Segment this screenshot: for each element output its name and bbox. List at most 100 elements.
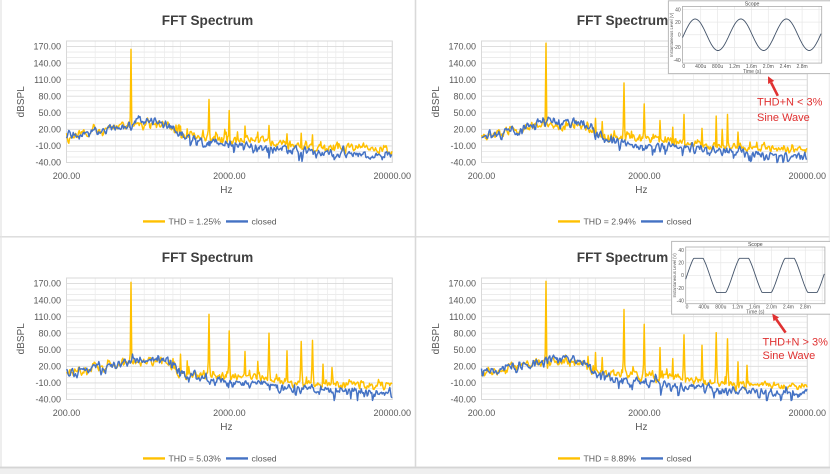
svg-text:-10.00: -10.00 [450, 141, 476, 151]
svg-text:1.2m: 1.2m [729, 64, 740, 70]
svg-text:20: 20 [678, 261, 684, 267]
svg-text:THD = 5.03%: THD = 5.03% [169, 454, 222, 464]
svg-text:2.8m: 2.8m [797, 64, 808, 70]
svg-text:140.00: 140.00 [33, 58, 61, 68]
svg-text:THD = 2.94%: THD = 2.94% [584, 217, 637, 227]
svg-text:closed: closed [252, 217, 277, 227]
svg-text:20.00: 20.00 [38, 362, 61, 372]
svg-text:Scope: Scope [745, 1, 760, 7]
svg-text:Hz: Hz [220, 422, 232, 433]
svg-text:400u: 400u [698, 305, 709, 311]
svg-text:800u: 800u [715, 305, 726, 311]
svg-text:-40.00: -40.00 [35, 158, 61, 168]
svg-text:2.4m: 2.4m [780, 64, 791, 70]
svg-text:THD = 1.25%: THD = 1.25% [169, 217, 222, 227]
svg-text:20000.00: 20000.00 [374, 408, 412, 418]
svg-text:0: 0 [678, 33, 681, 39]
svg-text:40: 40 [678, 248, 684, 254]
svg-text:20.00: 20.00 [453, 125, 476, 135]
svg-text:20.00: 20.00 [38, 125, 61, 135]
svg-text:Scope: Scope [748, 242, 763, 248]
svg-text:170.00: 170.00 [33, 279, 61, 289]
svg-text:200.00: 200.00 [468, 171, 496, 181]
svg-text:Hz: Hz [635, 185, 647, 196]
svg-text:170.00: 170.00 [448, 42, 476, 52]
svg-text:40: 40 [675, 8, 681, 14]
svg-text:THD = 8.89%: THD = 8.89% [584, 454, 637, 464]
svg-text:-40: -40 [677, 298, 684, 304]
svg-text:FFT Spectrum: FFT Spectrum [577, 250, 668, 265]
svg-text:THD+N > 3%: THD+N > 3% [763, 337, 829, 349]
svg-text:-40.00: -40.00 [35, 395, 61, 405]
svg-text:2000.00: 2000.00 [213, 408, 246, 418]
svg-text:Instantaneous Level (V): Instantaneous Level (V) [672, 253, 677, 298]
svg-text:80.00: 80.00 [38, 91, 61, 101]
svg-text:110.00: 110.00 [34, 75, 61, 85]
svg-text:50.00: 50.00 [453, 108, 476, 118]
svg-text:80.00: 80.00 [453, 328, 476, 338]
svg-text:-40: -40 [673, 58, 680, 64]
svg-text:FFT Spectrum: FFT Spectrum [162, 13, 253, 28]
svg-text:800u: 800u [712, 64, 723, 70]
svg-text:80.00: 80.00 [38, 328, 61, 338]
svg-text:-10.00: -10.00 [35, 378, 61, 388]
svg-text:50.00: 50.00 [453, 345, 476, 355]
svg-text:0: 0 [681, 273, 684, 279]
svg-text:2000.00: 2000.00 [628, 408, 661, 418]
svg-text:170.00: 170.00 [448, 279, 476, 289]
svg-text:FFT Spectrum: FFT Spectrum [577, 13, 668, 28]
svg-text:110.00: 110.00 [34, 312, 61, 322]
svg-text:dBSPL: dBSPL [431, 86, 442, 118]
svg-text:1.6m: 1.6m [749, 305, 760, 311]
svg-text:FFT Spectrum: FFT Spectrum [162, 250, 253, 265]
svg-text:dBSPL: dBSPL [431, 323, 442, 355]
svg-text:200.00: 200.00 [468, 408, 496, 418]
svg-text:200.00: 200.00 [53, 408, 81, 418]
svg-text:1.6m: 1.6m [746, 64, 757, 70]
svg-text:closed: closed [667, 217, 692, 227]
svg-text:20000.00: 20000.00 [374, 171, 412, 181]
svg-text:-20: -20 [673, 45, 680, 51]
svg-text:20: 20 [675, 20, 681, 26]
svg-text:2.4m: 2.4m [783, 305, 794, 311]
svg-text:-20: -20 [677, 286, 684, 292]
svg-text:2.8m: 2.8m [800, 305, 811, 311]
svg-text:20000.00: 20000.00 [789, 408, 827, 418]
svg-text:Sine Wave: Sine Wave [763, 350, 816, 362]
svg-text:Sine Wave: Sine Wave [757, 112, 810, 124]
svg-text:50.00: 50.00 [38, 345, 61, 355]
svg-text:110.00: 110.00 [449, 312, 476, 322]
svg-text:closed: closed [252, 454, 277, 464]
svg-text:140.00: 140.00 [448, 58, 476, 68]
svg-text:50.00: 50.00 [38, 108, 61, 118]
svg-text:dBSPL: dBSPL [16, 323, 27, 355]
svg-text:0: 0 [686, 305, 689, 311]
svg-text:1.2m: 1.2m [732, 305, 743, 311]
svg-text:2000.00: 2000.00 [213, 171, 246, 181]
svg-text:110.00: 110.00 [449, 75, 476, 85]
svg-text:-40.00: -40.00 [450, 395, 476, 405]
svg-text:Hz: Hz [220, 185, 232, 196]
svg-text:80.00: 80.00 [453, 91, 476, 101]
svg-text:2.0m: 2.0m [763, 64, 774, 70]
svg-text:Time (s): Time (s) [746, 310, 764, 316]
svg-text:2.0m: 2.0m [766, 305, 777, 311]
svg-text:20000.00: 20000.00 [789, 171, 827, 181]
svg-text:170.00: 170.00 [33, 42, 61, 52]
svg-text:2000.00: 2000.00 [628, 171, 661, 181]
svg-text:0: 0 [682, 64, 685, 70]
svg-text:Instantaneous Level (V): Instantaneous Level (V) [669, 12, 674, 57]
svg-text:Time (s): Time (s) [743, 69, 761, 75]
svg-text:-10.00: -10.00 [450, 378, 476, 388]
svg-text:-10.00: -10.00 [35, 141, 61, 151]
svg-text:140.00: 140.00 [33, 295, 61, 305]
svg-text:dBSPL: dBSPL [16, 86, 27, 118]
svg-text:400u: 400u [695, 64, 706, 70]
svg-text:20.00: 20.00 [453, 362, 476, 372]
svg-text:140.00: 140.00 [448, 295, 476, 305]
svg-text:200.00: 200.00 [53, 171, 81, 181]
svg-text:Hz: Hz [635, 422, 647, 433]
svg-text:closed: closed [667, 454, 692, 464]
svg-text:-40.00: -40.00 [450, 158, 476, 168]
svg-text:THD+N < 3%: THD+N < 3% [757, 97, 823, 109]
